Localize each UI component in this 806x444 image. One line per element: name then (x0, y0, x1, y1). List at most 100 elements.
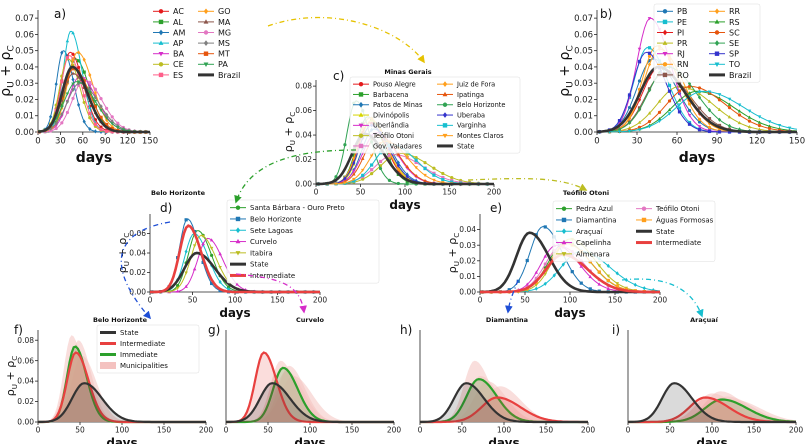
legend-label: MA (218, 18, 231, 27)
legend-label: Belo Horizonte (457, 101, 505, 109)
x-tick-label: 0 (418, 426, 423, 435)
y-tick-label: 0.04 (295, 131, 312, 140)
x-axis-label: days (679, 150, 716, 166)
legend-label: Immediate (120, 351, 158, 359)
series-marker (698, 118, 701, 121)
series-marker (55, 82, 58, 86)
series-marker (83, 94, 86, 97)
panel-f: 0 50 100 150 200 0.00 0.02 0.04 0.06 0.08 days ρU +… (4, 316, 213, 444)
y-tick-label: 0.03 (459, 241, 476, 250)
panel-label: b) (600, 7, 612, 21)
series-marker (379, 167, 382, 170)
x-tick-label: 200 (653, 296, 668, 305)
series-marker (370, 168, 373, 171)
legend-marker (715, 52, 719, 56)
legend-label: Diamantina (576, 216, 617, 224)
x-tick-label: 100 (398, 188, 413, 197)
legend-label: Almenara (576, 250, 610, 258)
series-marker (668, 99, 671, 102)
arrow-a-to-c (268, 18, 424, 62)
series-marker (450, 176, 453, 179)
panel-h: 0 50 100 150 200 days h) Diamantina (400, 316, 595, 444)
x-tick-label: 150 (608, 296, 623, 305)
legend-label: Varginha (457, 122, 486, 130)
y-tick-label: 0.00 (574, 128, 593, 138)
x-tick-label: 200 (487, 188, 502, 197)
legend-label: Intermediate (120, 340, 165, 348)
legend-marker (359, 144, 363, 148)
series-marker (49, 115, 52, 119)
legend-marker (562, 206, 566, 210)
y-tick-label: 0.01 (574, 112, 593, 122)
legend-label: MT (218, 50, 230, 59)
y-axis-label: ρU + ρC (557, 45, 576, 96)
series-marker (71, 77, 74, 81)
legend-label: Pouso Alegre (373, 81, 416, 89)
series-marker (105, 130, 108, 133)
series-marker (648, 120, 651, 123)
legend-label: Águas Formosas (656, 215, 714, 224)
series-marker (638, 79, 641, 82)
y-tick-label: 0.06 (574, 30, 593, 40)
legend-marker (159, 73, 163, 77)
legend-label: Municipalities (120, 362, 168, 370)
series-marker (708, 130, 711, 133)
x-tick-label: 150 (157, 426, 172, 435)
legend-label: PR (677, 39, 688, 48)
legend-label: GO (218, 7, 231, 16)
y-tick-label: 0.00 (129, 288, 146, 297)
y-tick-label: 0.02 (459, 256, 476, 265)
series-marker (571, 270, 574, 273)
legend-marker (204, 52, 208, 56)
x-tick-label: 90 (100, 137, 111, 147)
legend-label: Capelinha (576, 239, 611, 247)
series-marker (184, 272, 188, 275)
x-tick-label: 200 (199, 426, 214, 435)
series-marker (441, 178, 444, 181)
y-tick-label: 0.08 (295, 82, 312, 91)
series-marker (688, 123, 691, 126)
legend-marker (443, 103, 447, 107)
series-marker (748, 119, 751, 122)
series-marker (648, 46, 651, 49)
series-marker (668, 84, 671, 87)
series-marker (678, 89, 681, 92)
series-line (597, 91, 797, 132)
legend-label: Araçuaí (576, 228, 604, 236)
panel-label: g) (208, 323, 220, 337)
legend-marker (663, 62, 667, 66)
legend-label: SE (729, 39, 739, 48)
x-tick-label: 0 (36, 426, 41, 435)
y-tick-label: 0.05 (15, 47, 34, 57)
legend-label: Montes Claros (457, 132, 504, 140)
y-tick-label: 0.02 (295, 155, 312, 164)
series-marker (432, 174, 435, 177)
panel-title: Belo Horizonte (151, 189, 206, 197)
x-tick-label: 0 (478, 296, 483, 305)
y-tick-label: 0.02 (15, 95, 34, 105)
legend-label: AP (173, 39, 183, 48)
panel-b: 0 30 60 90 120 1500.000.010.020.030.040.050.0… (557, 4, 805, 166)
x-tick-label: 90 (712, 137, 723, 147)
panel-label: h) (400, 323, 412, 337)
x-axis-label: days (554, 306, 585, 320)
legend-marker (236, 217, 240, 221)
series-marker (105, 107, 108, 110)
legend-marker (204, 8, 208, 14)
series-marker (423, 167, 426, 170)
y-tick-label: 0.07 (15, 14, 34, 24)
series-marker (361, 174, 364, 177)
series-marker (55, 127, 58, 130)
y-tick-label: 0.04 (15, 63, 34, 73)
legend-marker (159, 20, 163, 24)
legend-label: RR (729, 7, 741, 16)
series-marker (634, 283, 637, 287)
series-marker (544, 225, 547, 228)
x-tick-label: 60 (77, 137, 88, 147)
panel-title: Minas Gerais (384, 68, 431, 76)
series-marker (580, 282, 583, 285)
legend-label: RN (677, 60, 689, 69)
y-tick-label: 0.00 (17, 418, 34, 427)
legend-label: PA (218, 60, 228, 69)
series-marker (718, 130, 721, 133)
